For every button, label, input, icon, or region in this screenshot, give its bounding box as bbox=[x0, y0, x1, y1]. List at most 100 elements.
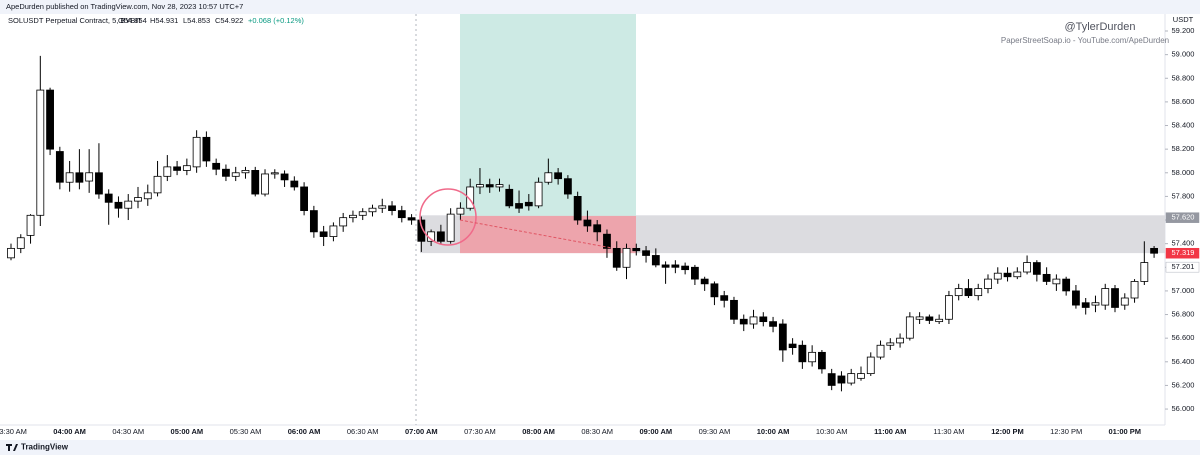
candle-body bbox=[954, 288, 963, 297]
x-tick-label: 05:30 AM bbox=[230, 427, 262, 436]
candle-body bbox=[788, 343, 797, 349]
candle-body bbox=[446, 213, 455, 242]
y-tick-label: 57.800 bbox=[1172, 191, 1195, 200]
candle-body bbox=[114, 201, 123, 209]
candle-body bbox=[75, 172, 84, 183]
candle-body bbox=[163, 166, 172, 177]
x-tick-label: 07:30 AM bbox=[464, 427, 496, 436]
candle-body bbox=[270, 172, 279, 175]
candle-body bbox=[212, 162, 221, 170]
candle-body bbox=[368, 207, 377, 213]
candle-body bbox=[388, 205, 396, 211]
x-tick-label: 12:30 PM bbox=[1050, 427, 1082, 436]
candle-body bbox=[358, 211, 367, 216]
watermark: @TylerDurden bbox=[1064, 21, 1135, 33]
ohlc-value: +0.068 (+0.12%) bbox=[248, 16, 304, 25]
candle-body bbox=[651, 255, 660, 266]
candle-body bbox=[182, 165, 191, 171]
candle-body bbox=[612, 247, 621, 268]
candle-body bbox=[1120, 297, 1129, 306]
x-tick-label: 05:00 AM bbox=[171, 427, 204, 436]
candle-body bbox=[896, 337, 904, 344]
candle-body bbox=[886, 342, 895, 346]
y-tick-label: 57.400 bbox=[1172, 239, 1195, 248]
ohlc-value: H54.931 bbox=[150, 16, 178, 25]
candle-body bbox=[495, 184, 504, 188]
candle-body bbox=[222, 168, 230, 177]
candle-body bbox=[290, 180, 299, 188]
highlight-circle bbox=[419, 188, 477, 246]
candle-body bbox=[261, 173, 269, 195]
candle-body bbox=[36, 89, 45, 216]
candle-body bbox=[26, 214, 35, 236]
candle-body bbox=[1052, 278, 1061, 285]
candle-body bbox=[573, 196, 582, 221]
candle-body bbox=[349, 214, 357, 219]
candle-body bbox=[153, 175, 162, 194]
candle-body bbox=[769, 321, 777, 327]
y-tick-label: 59.000 bbox=[1172, 50, 1195, 59]
x-tick-label: 08:00 AM bbox=[522, 427, 555, 436]
candle-body bbox=[681, 265, 690, 271]
candle-body bbox=[857, 373, 865, 379]
candle-body bbox=[16, 237, 25, 249]
x-tick-label: 06:30 AM bbox=[347, 427, 379, 436]
candle-body bbox=[515, 203, 523, 209]
candle-body bbox=[134, 197, 142, 202]
candle-body bbox=[915, 316, 924, 320]
candle-body bbox=[55, 151, 64, 183]
candle-body bbox=[104, 193, 113, 203]
x-tick-label: 07:00 AM bbox=[405, 427, 438, 436]
candle-body bbox=[485, 184, 494, 188]
candle-body bbox=[827, 373, 836, 386]
candle-body bbox=[329, 225, 338, 237]
candle-body bbox=[739, 318, 748, 325]
candle-body bbox=[124, 200, 133, 209]
candle-body bbox=[85, 172, 94, 182]
price-label-bg bbox=[1165, 247, 1200, 259]
candle-body bbox=[300, 186, 309, 211]
y-tick-label: 56.600 bbox=[1172, 333, 1195, 342]
candle-body bbox=[1072, 290, 1080, 306]
candle-body bbox=[7, 247, 15, 259]
candle-body bbox=[632, 247, 641, 252]
x-tick-label: 11:30 AM bbox=[933, 427, 964, 436]
candle-body bbox=[417, 219, 426, 242]
x-tick-label: 10:30 AM bbox=[816, 427, 848, 436]
trade-line bbox=[459, 219, 613, 249]
candle-body bbox=[143, 192, 152, 200]
candle-body bbox=[593, 224, 602, 233]
x-tick-label: 08:30 AM bbox=[581, 427, 613, 436]
candle-body bbox=[866, 356, 875, 375]
candle-body bbox=[837, 375, 846, 384]
x-tick-label: 04:30 AM bbox=[112, 427, 144, 436]
price-label: 57.620 bbox=[1172, 213, 1195, 222]
candle-body bbox=[661, 264, 670, 268]
candle-body bbox=[339, 217, 348, 227]
ohlc-value: C54.922 bbox=[215, 16, 243, 25]
candle-body bbox=[710, 283, 719, 298]
bottom-bar bbox=[0, 440, 1200, 455]
candle-body bbox=[65, 172, 74, 183]
y-tick-label: 56.800 bbox=[1172, 310, 1195, 319]
candle-body bbox=[397, 210, 406, 219]
candle-body bbox=[1091, 302, 1100, 306]
candle-body bbox=[1101, 288, 1110, 306]
price-label-bg bbox=[1165, 261, 1200, 273]
candle-body bbox=[95, 172, 103, 195]
candle-body bbox=[1081, 302, 1090, 308]
x-tick-label: 10:00 AM bbox=[757, 427, 790, 436]
candle-body bbox=[700, 278, 709, 285]
candle-body bbox=[964, 288, 973, 297]
candle-body bbox=[378, 205, 387, 209]
candle-body bbox=[1111, 288, 1119, 308]
candle-body bbox=[778, 323, 787, 351]
candle-body bbox=[524, 201, 533, 207]
candle-body bbox=[759, 316, 768, 323]
candle-body bbox=[280, 173, 289, 181]
candle-body bbox=[173, 166, 181, 171]
candle-body bbox=[407, 217, 416, 221]
candle-body bbox=[1023, 262, 1031, 273]
candle-body bbox=[1003, 272, 1012, 278]
